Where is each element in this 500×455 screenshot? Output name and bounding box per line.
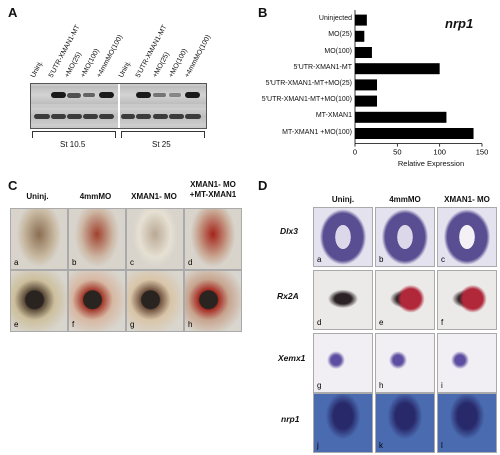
bar bbox=[355, 95, 378, 107]
photo-letter: i bbox=[441, 381, 443, 390]
bar-category-label: MT-XMAN1 +MO(100) bbox=[282, 128, 352, 136]
embryo-photo: c bbox=[126, 208, 184, 270]
col-head-d-mo: XMAN1- MO bbox=[444, 195, 490, 204]
panel-c-label: C bbox=[8, 178, 18, 193]
bar bbox=[355, 128, 474, 139]
blot-lane-label: +4mmMO(100) bbox=[183, 33, 213, 79]
photo-letter: h bbox=[379, 381, 384, 390]
embryo-photo: b bbox=[68, 208, 126, 270]
in-situ-photo: l bbox=[437, 393, 497, 453]
blot-lane-label: Uninj. bbox=[117, 59, 133, 79]
photo-letter: d bbox=[188, 258, 193, 267]
photo-letter: g bbox=[317, 381, 322, 390]
col-head-c-mo: XMAN1- MO bbox=[131, 192, 177, 201]
col-head-c-uninj: Uninj. bbox=[26, 192, 49, 201]
row-head-xemx1: Xemx1 bbox=[278, 353, 306, 363]
embryo-photo: a bbox=[10, 208, 68, 270]
in-situ-photo: i bbox=[437, 333, 497, 393]
row-head-dlx3: Dlx3 bbox=[280, 226, 298, 236]
photo-letter: a bbox=[14, 258, 19, 267]
panel-a-label: A bbox=[8, 5, 18, 20]
photo-letter: e bbox=[14, 320, 19, 329]
embryo-photo: f bbox=[68, 270, 126, 332]
photo-letter: h bbox=[188, 320, 193, 329]
x-tick-label: 100 bbox=[433, 148, 446, 157]
blot-lane-label: Uninj. bbox=[29, 59, 45, 79]
embryo-photo: d bbox=[184, 208, 242, 270]
bar-category-labels: Uninjected MO(25) MO(100) 5'UTR-XMAN1-MT 5'U… bbox=[250, 8, 352, 168]
photo-letter: b bbox=[379, 255, 384, 264]
stage-bracket-1 bbox=[32, 131, 116, 138]
embryo-photo: g bbox=[126, 270, 184, 332]
photo-letter: k bbox=[379, 441, 383, 450]
col-head-d-uninj: Uninj. bbox=[331, 195, 355, 204]
x-axis-title: Relative Expression bbox=[397, 159, 465, 168]
stage-label-10-5: St 10.5 bbox=[60, 140, 86, 149]
photo-letter: c bbox=[130, 258, 134, 267]
in-situ-photo: d bbox=[313, 270, 373, 330]
row-head-rx2a: Rx2A bbox=[277, 291, 299, 301]
col-head-d-4mm: 4mmMO bbox=[389, 195, 421, 204]
x-tick-label: 0 bbox=[353, 148, 357, 157]
in-situ-photo: h bbox=[375, 333, 435, 393]
in-situ-photo: e bbox=[375, 270, 435, 330]
photo-letter: f bbox=[72, 320, 75, 329]
in-situ-photo: c bbox=[437, 207, 497, 267]
row-head-nrp1: nrp1 bbox=[281, 414, 300, 424]
photo-letter: g bbox=[130, 320, 135, 329]
in-situ-photo: k bbox=[375, 393, 435, 453]
photo-letter: a bbox=[317, 255, 322, 264]
stage-label-25: St 25 bbox=[152, 140, 171, 149]
bar-category-label: MO(100) bbox=[324, 47, 352, 55]
panel-d-label: D bbox=[258, 178, 268, 193]
bar-category-label: 5'UTR-XMAN1-MT bbox=[293, 63, 352, 71]
in-situ-photo: f bbox=[437, 270, 497, 330]
in-situ-photo: g bbox=[313, 333, 373, 393]
bar bbox=[355, 30, 365, 42]
bar bbox=[355, 79, 378, 91]
col-head-c-4mm: 4mmMO bbox=[79, 192, 112, 201]
bar bbox=[355, 63, 440, 75]
embryo-photo: h bbox=[184, 270, 242, 332]
photo-letter: l bbox=[441, 441, 443, 450]
bar bbox=[355, 47, 372, 58]
in-situ-photo: j bbox=[313, 393, 373, 453]
photo-letter: e bbox=[379, 318, 384, 327]
bar bbox=[355, 111, 447, 123]
x-tick-label: 150 bbox=[476, 148, 489, 157]
bar-category-label: MO(25) bbox=[328, 31, 352, 39]
panel-b-label: B bbox=[258, 5, 268, 20]
photo-letter: c bbox=[441, 255, 445, 264]
photo-letter: d bbox=[317, 318, 322, 327]
in-situ-photo: b bbox=[375, 207, 435, 267]
in-situ-photo: a bbox=[313, 207, 373, 267]
bar-category-label: Uninjected bbox=[318, 15, 352, 23]
embryo-photo: e bbox=[10, 270, 68, 332]
x-tick-label: 50 bbox=[393, 148, 401, 157]
gene-name-label: nrp1 bbox=[445, 16, 474, 31]
bar-chart: Uninjected MO(25) MO(100) 5'UTR-XMAN1-MT 5'U… bbox=[250, 8, 495, 168]
bar-plot-area: 0 50 100 150 bbox=[353, 10, 489, 157]
photo-letter: j bbox=[317, 441, 319, 450]
stage-bracket-2 bbox=[121, 131, 205, 138]
bar-category-label: MT-XMAN1 bbox=[315, 112, 352, 120]
photo-letter: f bbox=[441, 318, 444, 327]
bar-category-label: 5'UTR-XMAN1-MT+MO(100) bbox=[261, 96, 352, 104]
western-blot-image bbox=[30, 83, 207, 129]
bar-category-label: 5'UTR-XMAN1-MT+MO(25) bbox=[265, 79, 352, 87]
col-head-c-rescue: XMAN1- MO +MT-XMAN1 bbox=[189, 180, 237, 199]
photo-letter: b bbox=[72, 258, 77, 267]
bar bbox=[355, 14, 367, 26]
